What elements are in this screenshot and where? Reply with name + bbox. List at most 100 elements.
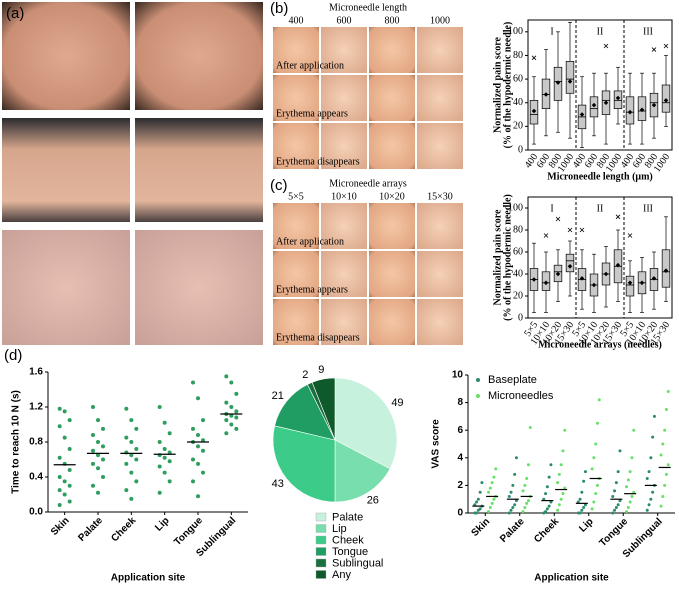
mean: [555, 271, 561, 277]
photo-tile: [369, 75, 415, 121]
value-label: 9: [318, 364, 324, 376]
data-point: [526, 499, 530, 503]
photo: [2, 118, 130, 222]
data-point: [664, 408, 668, 411]
column-label: 800: [385, 15, 400, 26]
data-point: [91, 448, 95, 453]
data-point: [618, 449, 622, 453]
data-point: [594, 442, 598, 446]
x-axis-label: Application site: [534, 573, 609, 584]
photo-tile: [369, 27, 415, 73]
data-point: [134, 479, 139, 484]
data-point: [616, 470, 620, 474]
data-point: [473, 503, 477, 507]
y-axis-label: (% of the hypodermic needle): [502, 194, 513, 321]
data-point: [167, 459, 172, 464]
outlier: [567, 227, 573, 233]
column-label: 10×20: [379, 191, 405, 202]
data-point: [167, 450, 172, 455]
photo-title: Microneedle length: [329, 2, 407, 13]
data-point: [490, 481, 494, 485]
y-axis-label: (% of the hypodermic needle): [502, 22, 513, 149]
data-point: [578, 497, 582, 501]
data-point: [547, 475, 551, 479]
photo-tile: [321, 203, 367, 249]
photo: [135, 118, 263, 222]
data-point: [580, 508, 584, 512]
data-point: [509, 490, 513, 494]
data-point: [559, 497, 563, 501]
data-point: [526, 463, 530, 467]
data-point: [632, 428, 636, 432]
group-label: I: [550, 26, 553, 37]
data-point: [191, 457, 195, 462]
data-point: [544, 510, 548, 514]
mean: [651, 276, 657, 281]
data-point: [663, 428, 667, 432]
data-point: [580, 490, 584, 494]
legend-swatch: [315, 524, 327, 533]
data-point: [557, 503, 561, 507]
data-point: [96, 453, 100, 458]
data-point: [614, 505, 618, 509]
data-point: [625, 485, 629, 489]
data-point: [513, 503, 517, 507]
data-point: [652, 414, 656, 418]
x-tick-label: Cheek: [109, 515, 138, 544]
data-point: [663, 483, 667, 487]
data-point: [62, 435, 67, 440]
outlier: [531, 55, 537, 61]
x-tick-label: Cheek: [532, 516, 561, 545]
photo-tile: [273, 299, 319, 345]
data-point: [101, 457, 105, 462]
data-point: [157, 405, 162, 409]
y-tick-label: 80: [513, 224, 523, 235]
y-tick-label: 6: [457, 425, 463, 436]
data-point: [91, 405, 95, 409]
data-point: [487, 490, 491, 494]
data-point: [162, 447, 167, 451]
photo-tile: [273, 75, 319, 121]
data-point: [509, 508, 513, 512]
panel-label: (d): [4, 347, 22, 364]
legend-marker: [476, 378, 480, 382]
data-point: [101, 444, 105, 449]
value-label: 26: [367, 495, 379, 507]
data-point: [664, 472, 668, 476]
data-point: [196, 444, 200, 449]
data-point: [645, 508, 649, 512]
data-point: [545, 485, 549, 489]
photo-tile: [369, 299, 415, 345]
y-tick-label: 1.6: [29, 367, 43, 378]
row-label: After application: [276, 236, 344, 247]
photo: [2, 230, 130, 345]
row-label: Erythema disappears: [276, 332, 360, 343]
data-point: [62, 492, 67, 497]
data-point: [57, 488, 62, 493]
box: [625, 275, 635, 297]
y-tick-label: 0: [457, 508, 463, 519]
data-point: [224, 400, 229, 405]
y-tick-label: 40: [513, 97, 523, 108]
data-point: [91, 483, 95, 488]
data-point: [134, 426, 139, 431]
data-point: [523, 483, 527, 487]
data-point: [513, 472, 517, 476]
photo-tile: [273, 27, 319, 73]
column-label: 5×5: [288, 191, 304, 202]
data-point: [659, 453, 663, 457]
data-point: [129, 418, 134, 423]
x-tick-label: Palate: [76, 515, 105, 544]
x-axis-label: Microneedle length (μm): [547, 171, 652, 182]
data-point: [494, 467, 498, 471]
row-label: Erythema disappears: [276, 156, 360, 167]
data-point: [545, 507, 549, 511]
data-point: [666, 390, 670, 394]
data-point: [523, 505, 527, 509]
data-point: [628, 470, 632, 474]
data-point: [57, 424, 62, 429]
data-point: [561, 492, 565, 496]
data-point: [595, 483, 599, 487]
outlier: [615, 214, 621, 220]
